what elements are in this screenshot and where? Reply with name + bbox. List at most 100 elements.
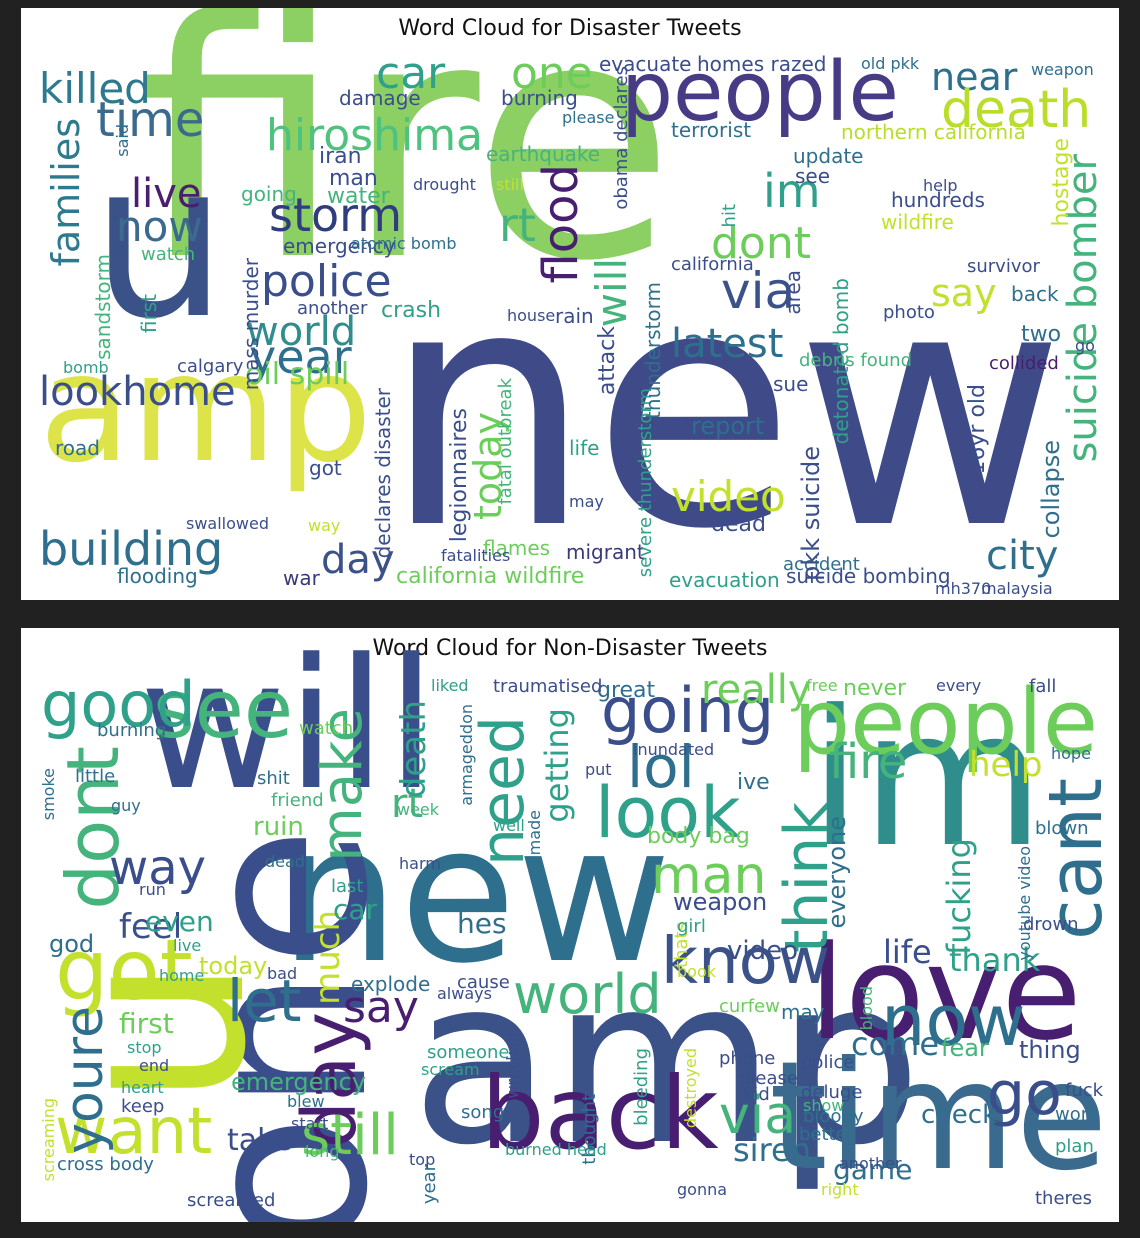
disaster-word: area (781, 270, 805, 315)
disaster-word: suicide bombing (786, 564, 951, 588)
non-disaster-word: siren (733, 1131, 811, 1169)
non-disaster-word: harm (399, 854, 441, 873)
non-disaster-word: little (75, 766, 116, 787)
disaster-word: declares disaster (371, 388, 395, 559)
non-disaster-word: lol (627, 733, 695, 801)
non-disaster-word: drown (1023, 914, 1079, 935)
disaster-word: time (96, 92, 205, 148)
disaster-word: storm (269, 188, 403, 242)
non-disaster-word: weapon (673, 888, 768, 916)
disaster-word: near (931, 55, 1018, 99)
non-disaster-word: show (803, 1096, 845, 1115)
disaster-word: watch (141, 244, 196, 265)
non-disaster-word: bloody (803, 1106, 864, 1127)
non-disaster-word: phone (719, 1048, 776, 1069)
non-disaster-word: really (701, 667, 812, 713)
non-disaster-word: shit (257, 768, 290, 789)
non-disaster-word: even (145, 905, 214, 938)
disaster-word: two (1021, 322, 1062, 347)
disaster-word: damage (339, 86, 421, 110)
disaster-word: evacuation (669, 568, 780, 592)
disaster-word: going (241, 182, 297, 206)
disaster-word: police (261, 256, 392, 307)
non-disaster-word: another (839, 1154, 902, 1173)
non-disaster-word: run (139, 880, 166, 899)
disaster-word: collapse (1037, 440, 1065, 539)
non-disaster-word: take (227, 1123, 292, 1158)
non-disaster-word: made (525, 810, 544, 856)
non-disaster-word: song (461, 1102, 505, 1123)
disaster-word: go (1075, 336, 1095, 355)
non-disaster-word: im (809, 670, 1045, 889)
disaster-word: life (569, 436, 600, 460)
disaster-word: may (569, 492, 604, 511)
non-disaster-word: start (291, 1114, 329, 1133)
disaster-word: said (113, 124, 132, 157)
non-disaster-word: life (883, 933, 932, 971)
disaster-word: fatal outbreak (495, 378, 516, 505)
non-disaster-word: today (199, 952, 268, 980)
non-disaster-word: youre (55, 1006, 115, 1154)
non-disaster-word: game (833, 1153, 913, 1186)
non-disaster-word: fuck (1065, 1080, 1104, 1101)
non-disaster-word: theres (1035, 1188, 1092, 1209)
non-disaster-word: hes (457, 907, 507, 940)
non-disaster-word: feel (119, 907, 183, 947)
disaster-word: one (511, 48, 593, 99)
disaster-word: war (283, 566, 320, 590)
non-disaster-word: watch (299, 718, 354, 739)
disaster-word: hundreds (891, 188, 985, 212)
non-disaster-word: back (481, 1055, 719, 1172)
disaster-word: world (246, 309, 357, 355)
non-disaster-word: know (661, 925, 831, 999)
disaster-word: road (55, 436, 100, 460)
non-disaster-word: blew (287, 1092, 325, 1111)
non-disaster-wordcloud-title: Word Cloud for Non-Disaster Tweets (372, 636, 768, 661)
non-disaster-word: stop (127, 1038, 162, 1057)
non-disaster-word: god (49, 930, 95, 958)
disaster-word: old pkk (861, 54, 920, 73)
disaster-word: city (986, 533, 1059, 579)
non-disaster-word: cross body (57, 1154, 154, 1175)
non-disaster-word: armageddon (457, 704, 476, 806)
non-disaster-word: let (227, 967, 302, 1035)
disaster-word: weapon (1031, 60, 1094, 79)
disaster-word: water (327, 184, 390, 209)
disaster-word: death (941, 80, 1092, 140)
non-disaster-word: dead (265, 852, 305, 871)
non-disaster-word: liked (431, 676, 469, 695)
non-disaster-word: someone (427, 1042, 510, 1063)
non-disaster-word: say (343, 982, 419, 1033)
disaster-word: building (39, 522, 224, 576)
disaster-word: attack (595, 326, 620, 396)
disaster-word: california (671, 254, 754, 275)
non-disaster-word: week (397, 800, 440, 819)
disaster-word: sandstorm (91, 254, 115, 360)
disaster-word: year (249, 330, 352, 384)
disaster-word: live (131, 171, 202, 217)
non-disaster-word: ruin (253, 812, 304, 842)
disaster-word: families (44, 118, 88, 267)
non-disaster-word: destroyed (681, 1048, 700, 1129)
disaster-word: amp (39, 322, 373, 496)
non-disaster-word: bleeding (631, 1048, 652, 1126)
non-disaster-word: fire (829, 734, 908, 790)
disaster-word: update (793, 144, 864, 168)
non-disaster-word: screamed (187, 1190, 276, 1211)
non-disaster-word: man (651, 846, 767, 906)
disaster-word: u (91, 115, 228, 366)
non-disaster-word: bad (267, 964, 298, 983)
disaster-word: photo (883, 302, 935, 323)
non-disaster-word: getting (538, 708, 576, 823)
disaster-word: terrorist (671, 118, 752, 142)
disaster-word: fire (136, 8, 676, 333)
non-disaster-word: top (409, 1150, 436, 1169)
disaster-word: migrant (566, 540, 645, 564)
non-disaster-word: help (969, 745, 1043, 785)
non-disaster-word: deluge (801, 1082, 863, 1103)
disaster-word: sue (773, 372, 809, 396)
disaster-word: day (321, 537, 395, 583)
non-disaster-word: still (301, 1103, 399, 1168)
disaster-word: flood (533, 164, 589, 284)
disaster-word: pkk suicide (797, 446, 825, 581)
